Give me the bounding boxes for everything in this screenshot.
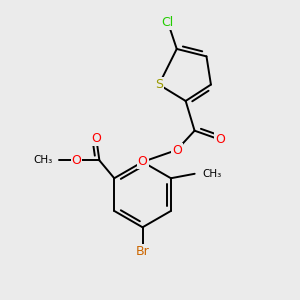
Text: Br: Br (136, 245, 149, 258)
Text: S: S (155, 78, 163, 91)
Text: O: O (138, 155, 148, 168)
Text: O: O (172, 143, 182, 157)
Text: CH₃: CH₃ (202, 169, 221, 179)
Text: O: O (92, 132, 101, 145)
Text: CH₃: CH₃ (34, 155, 53, 165)
Text: O: O (72, 154, 81, 167)
Text: O: O (215, 133, 225, 146)
Text: Cl: Cl (162, 16, 174, 29)
